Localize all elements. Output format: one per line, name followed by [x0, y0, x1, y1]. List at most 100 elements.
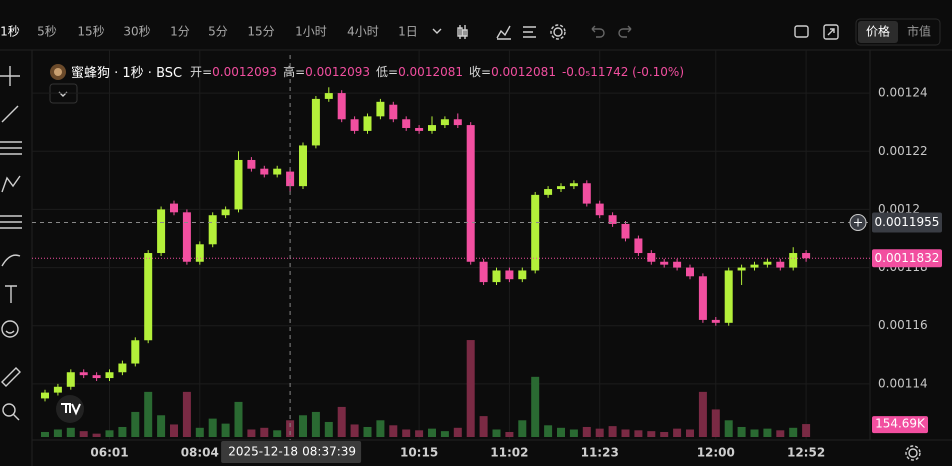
volume-bar	[337, 406, 346, 437]
x-tick-label: 12:52	[787, 446, 825, 460]
crosshair-time-box	[221, 441, 362, 463]
candle-body	[479, 261, 488, 283]
avatar	[50, 63, 66, 80]
volume-bar	[518, 420, 527, 437]
volume-bar	[208, 418, 217, 437]
candle-body	[608, 215, 617, 224]
volume-bar	[634, 430, 643, 437]
interval-button[interactable]: 1日	[398, 25, 418, 39]
settings-icon-ring	[905, 445, 921, 461]
candle-body	[569, 183, 578, 187]
candle-body	[557, 186, 565, 190]
ohlc-label: 高=	[283, 65, 306, 79]
y-tick-label: 0.00114	[878, 376, 928, 390]
interval-button[interactable]: 15分	[247, 25, 274, 39]
volume-bar	[763, 428, 772, 437]
volume-bar	[737, 426, 746, 437]
interval-button[interactable]: 15秒	[77, 25, 104, 39]
interval-button[interactable]: 4小时	[347, 25, 379, 39]
interval-button[interactable]: 30秒	[123, 25, 150, 39]
candle-body	[376, 101, 385, 117]
x-tick-label: 11:23	[581, 446, 619, 460]
volume-bar	[299, 415, 307, 437]
volume-bar	[750, 429, 759, 437]
volume-bar	[686, 429, 694, 437]
candle-body	[660, 261, 669, 265]
x-tick-label: 08:04	[181, 446, 219, 460]
ohlc-label: 收=	[469, 65, 492, 79]
candle-body	[363, 116, 372, 131]
volume-bar	[505, 431, 514, 437]
interval-button[interactable]: 1分	[170, 25, 190, 39]
logo-mark	[61, 403, 81, 416]
candle-body	[621, 223, 630, 239]
volume-bar	[170, 424, 178, 437]
candle-body	[686, 267, 694, 277]
candle-body	[402, 119, 411, 128]
candle-body	[221, 209, 230, 216]
candle-body	[53, 386, 62, 393]
x-tick-label: 11:02	[490, 446, 528, 460]
crosshair-date-label: 2025-12-18	[228, 445, 298, 459]
volume-bar	[182, 391, 191, 437]
drawing-tools[interactable]	[0, 66, 22, 421]
volume-bar	[41, 431, 49, 437]
volume-bar	[92, 433, 101, 437]
volume-bar	[595, 428, 604, 437]
volume-bar	[569, 429, 578, 437]
last-price-label: 0.0011832	[875, 251, 940, 265]
candle-body	[182, 212, 191, 262]
candle-body	[273, 168, 282, 175]
volume-bar	[260, 427, 269, 437]
candle-body	[234, 159, 243, 210]
x-tick-label: 10:15	[400, 446, 438, 460]
candle-body	[763, 261, 772, 265]
candle-body	[505, 270, 514, 280]
candle-body	[66, 372, 75, 387]
x-tick-label: 06:01	[90, 446, 128, 460]
interval-button[interactable]: 5分	[208, 25, 228, 39]
volume-bar	[660, 431, 669, 437]
volume-bar	[389, 425, 398, 437]
candle-body	[389, 104, 398, 120]
candle-body	[466, 125, 475, 262]
price-toggle-active[interactable]	[858, 21, 898, 43]
candle-body	[311, 98, 320, 146]
volume-bar	[802, 424, 811, 437]
volume-bar	[544, 425, 553, 437]
toggle-option[interactable]: 市值	[907, 24, 931, 39]
change-value: -0.0₅11742 (-0.10%)	[561, 64, 684, 79]
toolbar-icons[interactable]	[432, 24, 839, 40]
volume-bar	[621, 429, 630, 437]
volume-bar	[724, 420, 733, 437]
volume-bar	[53, 429, 62, 437]
settings-icon[interactable]	[908, 448, 918, 458]
candle-body	[299, 145, 307, 187]
legend: 蜜蜂狗 · 1秒 · BSC 开= 0.0012093 高= 0.0012093 低= 0…	[50, 62, 690, 81]
ohlc-label: 低=	[376, 65, 399, 79]
volume-bar	[415, 430, 424, 437]
volume-bar	[273, 430, 282, 437]
interval-button[interactable]: 1秒	[0, 25, 20, 39]
y-tick-label: 0.00122	[878, 144, 928, 158]
volume-bar	[195, 427, 204, 437]
volume-bar	[247, 429, 256, 437]
interval-button[interactable]: 5秒	[37, 25, 57, 39]
interval-button[interactable]: 1小时	[295, 25, 327, 39]
ohlc-value: 0.0012093	[305, 64, 371, 79]
volume-bar	[789, 427, 798, 437]
toggle-option[interactable]: 价格	[866, 24, 890, 39]
volume-bar	[157, 415, 166, 437]
volume-bar	[79, 431, 88, 437]
candle-body	[737, 267, 746, 271]
volume-bar	[221, 423, 230, 437]
price-toggle	[855, 18, 941, 46]
candle-body	[144, 253, 153, 341]
volume-bar	[466, 340, 475, 437]
volume-bar	[131, 411, 140, 437]
volume-bar	[324, 421, 333, 437]
volume-bar	[144, 391, 153, 437]
candle-body	[428, 125, 436, 131]
volume-bar	[286, 420, 295, 437]
